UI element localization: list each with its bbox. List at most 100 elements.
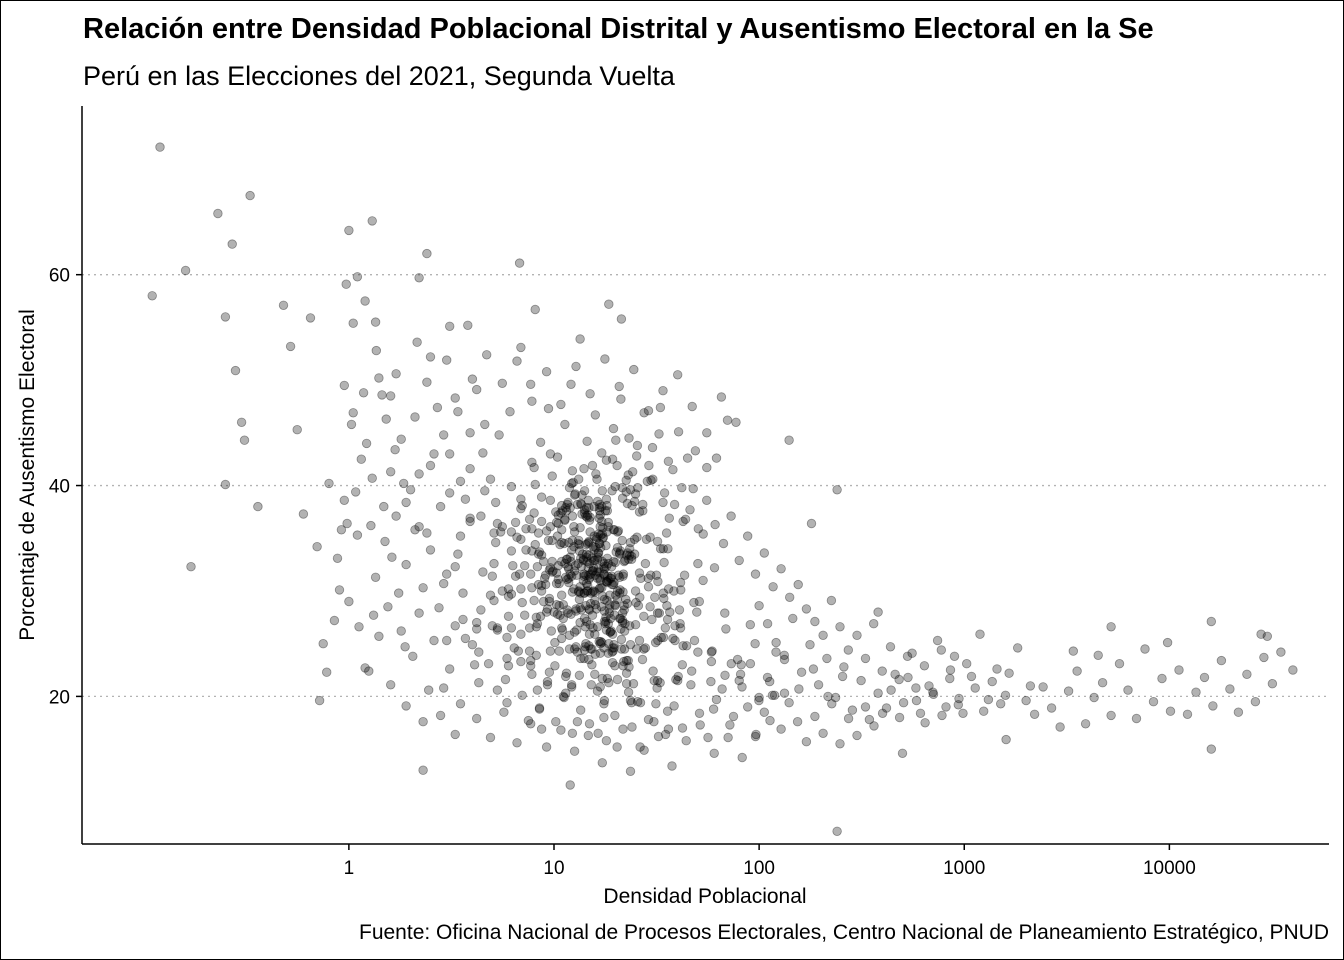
data-point	[1004, 668, 1014, 678]
data-point	[1097, 678, 1108, 688]
data-point	[1021, 695, 1031, 706]
data-point	[920, 718, 930, 728]
data-point	[553, 518, 564, 529]
data-point	[533, 579, 544, 590]
data-point	[503, 591, 514, 601]
data-point	[396, 434, 406, 444]
data-point	[180, 265, 191, 276]
data-point	[564, 564, 574, 574]
data-point	[577, 509, 587, 519]
data-point	[598, 591, 608, 601]
data-point	[654, 608, 665, 618]
data-point	[886, 685, 896, 695]
data-point	[594, 513, 604, 523]
data-point	[707, 646, 717, 656]
data-point	[835, 622, 845, 632]
data-point	[564, 630, 575, 641]
data-point	[1233, 707, 1244, 717]
data-point	[592, 496, 603, 507]
data-point	[607, 643, 618, 653]
data-point	[629, 496, 640, 507]
data-point	[336, 525, 347, 535]
data-point	[383, 602, 393, 612]
data-point	[497, 586, 508, 596]
data-point	[574, 546, 585, 556]
data-point	[830, 692, 841, 703]
data-point	[618, 661, 628, 671]
data-point	[546, 626, 557, 636]
data-point	[576, 498, 586, 509]
data-point	[658, 497, 668, 508]
data-point	[590, 595, 600, 606]
data-point	[601, 736, 612, 746]
data-point	[590, 555, 600, 566]
data-point	[236, 417, 247, 428]
data-point	[356, 454, 367, 464]
data-point	[474, 678, 484, 688]
data-point	[745, 620, 756, 630]
data-point	[510, 517, 521, 528]
data-point	[945, 665, 956, 675]
data-point	[453, 549, 463, 559]
data-point	[592, 622, 603, 632]
data-point	[693, 558, 703, 569]
data-point	[839, 662, 849, 672]
data-point	[975, 629, 985, 639]
data-point	[576, 588, 586, 598]
data-point	[557, 506, 568, 516]
data-point	[552, 452, 563, 462]
data-point	[551, 568, 562, 578]
data-point	[594, 636, 604, 647]
data-point	[611, 435, 621, 445]
data-point	[542, 604, 553, 614]
data-point	[517, 597, 527, 608]
data-point	[618, 569, 629, 579]
data-point	[558, 600, 569, 610]
data-point	[582, 556, 592, 567]
data-point	[598, 523, 608, 533]
data-point	[594, 567, 604, 577]
data-point	[759, 707, 770, 717]
data-point	[708, 704, 719, 714]
data-point	[380, 536, 390, 547]
data-point	[592, 573, 603, 584]
data-point	[662, 601, 672, 611]
data-point	[663, 456, 674, 467]
data-point	[514, 569, 525, 579]
data-point	[562, 499, 572, 510]
data-point	[826, 595, 837, 606]
data-point	[818, 728, 828, 739]
data-point	[445, 449, 455, 459]
data-point	[655, 544, 666, 554]
data-point	[401, 701, 411, 711]
data-point	[530, 539, 540, 550]
data-point	[587, 644, 597, 654]
data-point	[637, 654, 648, 665]
data-point	[597, 556, 608, 567]
data-point	[660, 623, 671, 633]
data-point	[592, 686, 603, 696]
data-point	[604, 604, 615, 614]
data-point	[599, 558, 610, 569]
data-point	[608, 525, 619, 535]
data-point	[414, 273, 424, 283]
data-point	[563, 497, 573, 508]
data-point	[472, 384, 482, 395]
data-point	[1162, 637, 1173, 648]
data-point	[480, 486, 490, 496]
data-point	[735, 669, 746, 680]
data-point	[344, 596, 354, 607]
x-tick-label: 100	[743, 858, 775, 879]
data-point	[422, 377, 432, 387]
data-point	[465, 516, 475, 527]
data-point	[610, 710, 620, 721]
data-point	[607, 647, 617, 657]
data-point	[603, 517, 614, 528]
x-axis-label: Densidad Poblacional	[603, 885, 806, 908]
data-point	[852, 630, 862, 641]
data-point	[558, 613, 569, 624]
data-point	[512, 738, 522, 748]
data-point	[576, 705, 586, 715]
data-point	[545, 522, 556, 532]
data-point	[552, 609, 563, 619]
